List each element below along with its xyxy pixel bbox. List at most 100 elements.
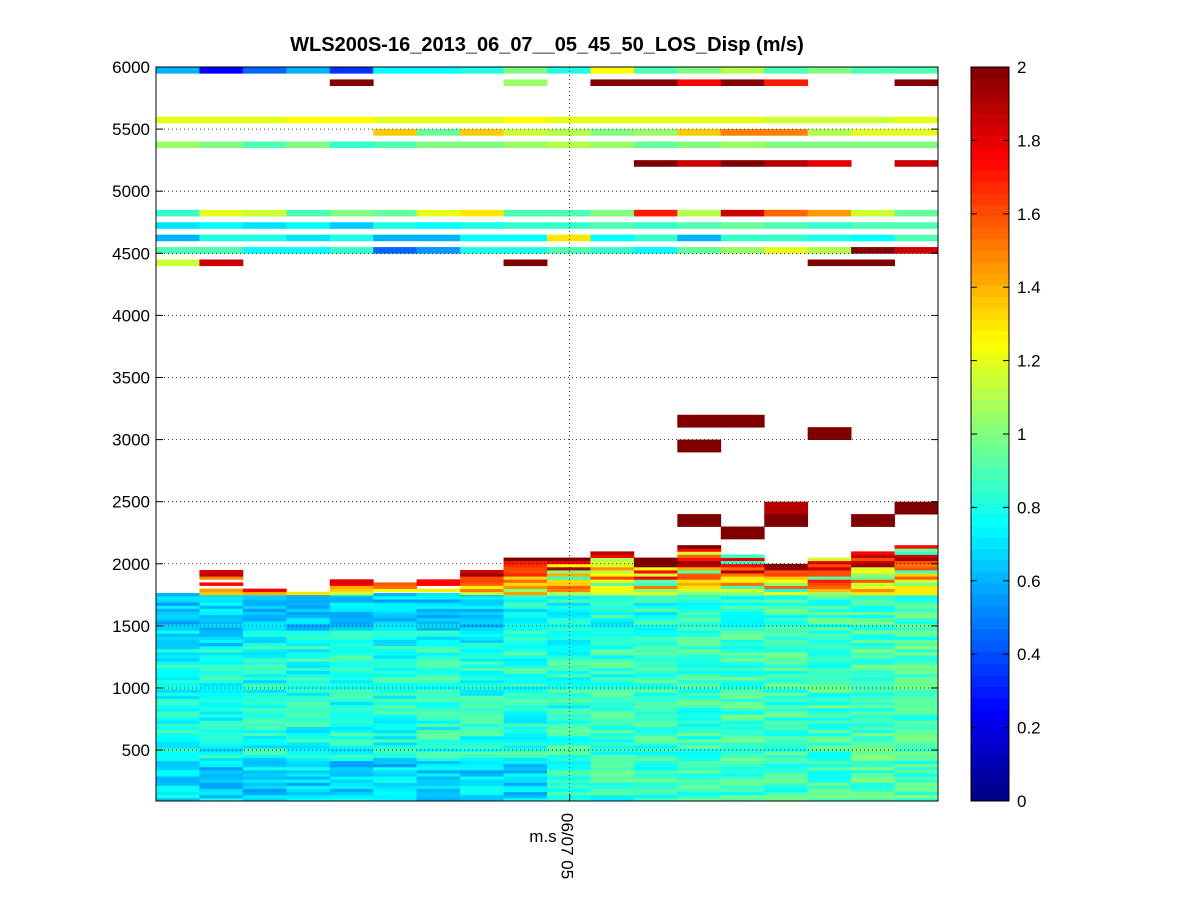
- heatmap-cell: [199, 596, 244, 600]
- heatmap-cell: [199, 576, 244, 580]
- heatmap-cell: [720, 686, 765, 690]
- heatmap-cell: [416, 129, 461, 136]
- heatmap-cell: [416, 698, 461, 703]
- heatmap-cell: [329, 732, 374, 737]
- heatmap-cell: [503, 608, 548, 612]
- heatmap-cell: [416, 582, 461, 586]
- heatmap-cell: [894, 732, 939, 737]
- colorbar-swatch: [971, 548, 1009, 561]
- heatmap-cell: [633, 624, 678, 628]
- heatmap-cell: [764, 661, 809, 665]
- heatmap-cell: [416, 745, 461, 749]
- heatmap-cell: [633, 689, 678, 693]
- x-axis-label: m.s: [529, 827, 556, 846]
- heatmap-cell: [720, 608, 765, 612]
- heatmap-cell: [156, 259, 200, 267]
- heatmap-cell: [590, 554, 635, 558]
- heatmap-cell: [329, 689, 374, 693]
- heatmap-cell: [720, 582, 765, 586]
- heatmap-cell: [720, 414, 765, 428]
- heatmap-cell: [199, 614, 244, 619]
- heatmap-cell: [547, 620, 591, 625]
- heatmap-cell: [894, 704, 939, 709]
- heatmap-cell: [547, 763, 591, 768]
- heatmap-cell: [633, 726, 678, 730]
- heatmap-cell: [851, 714, 895, 718]
- heatmap-cell: [851, 651, 895, 656]
- colorbar-swatch: [971, 709, 1009, 722]
- heatmap-cell: [242, 591, 287, 596]
- heatmap-cell: [547, 636, 591, 640]
- heatmap-cell: [720, 683, 765, 687]
- heatmap-cell: [416, 620, 461, 625]
- heatmap-cell: [590, 720, 635, 724]
- heatmap-cell: [764, 141, 809, 149]
- heatmap-cell: [547, 633, 591, 637]
- colorbar-tick-label: 1: [1017, 425, 1026, 444]
- heatmap-cell: [286, 651, 331, 656]
- colorbar-swatch: [971, 330, 1009, 343]
- heatmap-cell: [677, 566, 722, 571]
- heatmap-cell: [677, 569, 722, 574]
- heatmap-cell: [677, 751, 722, 755]
- heatmap-cell: [851, 732, 895, 737]
- heatmap-cell: [633, 605, 678, 609]
- heatmap-cell: [590, 732, 635, 737]
- heatmap-cell: [286, 683, 331, 687]
- heatmap-cell: [503, 714, 548, 718]
- heatmap-cell: [503, 620, 548, 625]
- heatmap-cell: [720, 602, 765, 606]
- heatmap-cell: [764, 608, 809, 612]
- heatmap-cell: [199, 729, 244, 734]
- heatmap-cell: [329, 605, 374, 609]
- heatmap-cell: [373, 658, 418, 662]
- heatmap-cell: [590, 723, 635, 727]
- heatmap-cell: [590, 779, 635, 783]
- heatmap-cell: [373, 732, 418, 737]
- heatmap-cell: [503, 624, 548, 628]
- colorbar-swatch: [971, 766, 1009, 779]
- heatmap-cell: [720, 569, 765, 574]
- heatmap-cell: [416, 738, 461, 743]
- heatmap-cell: [807, 627, 852, 631]
- heatmap-cell: [851, 247, 895, 254]
- heatmap-cell: [329, 591, 374, 596]
- heatmap-cell: [807, 560, 852, 565]
- y-tick-label: 2000: [112, 555, 150, 574]
- heatmap-cell: [286, 614, 331, 619]
- heatmap-cell: [329, 582, 374, 586]
- heatmap-cell: [373, 605, 418, 609]
- heatmap-cell: [677, 563, 722, 568]
- heatmap-cell: [677, 735, 722, 740]
- heatmap-cell: [633, 645, 678, 650]
- heatmap-cell: [720, 661, 765, 665]
- heatmap-cell: [764, 591, 809, 596]
- heatmap-cell: [590, 785, 635, 789]
- heatmap-cell: [633, 698, 678, 703]
- heatmap-cell: [503, 751, 548, 755]
- heatmap-cell: [547, 766, 591, 771]
- heatmap-cell: [373, 116, 418, 124]
- heatmap-cell: [851, 588, 895, 593]
- heatmap-cell: [199, 141, 244, 149]
- heatmap-cell: [329, 234, 374, 242]
- heatmap-cell: [460, 788, 504, 793]
- heatmap-cell: [720, 585, 765, 590]
- heatmap-cell: [199, 745, 244, 749]
- heatmap-cell: [460, 679, 504, 684]
- heatmap-cell: [460, 614, 504, 619]
- heatmap-cell: [894, 788, 939, 793]
- heatmap-cell: [416, 648, 461, 653]
- heatmap-cell: [503, 636, 548, 640]
- heatmap-cell: [416, 742, 461, 746]
- heatmap-cell: [242, 605, 287, 609]
- heatmap-cell: [590, 717, 635, 721]
- heatmap-cell: [547, 209, 591, 217]
- heatmap-cell: [764, 745, 809, 749]
- heatmap-cell: [720, 648, 765, 653]
- heatmap-cell: [286, 599, 331, 603]
- heatmap-cell: [373, 596, 418, 600]
- heatmap-cell: [764, 779, 809, 783]
- heatmap-cell: [329, 729, 374, 734]
